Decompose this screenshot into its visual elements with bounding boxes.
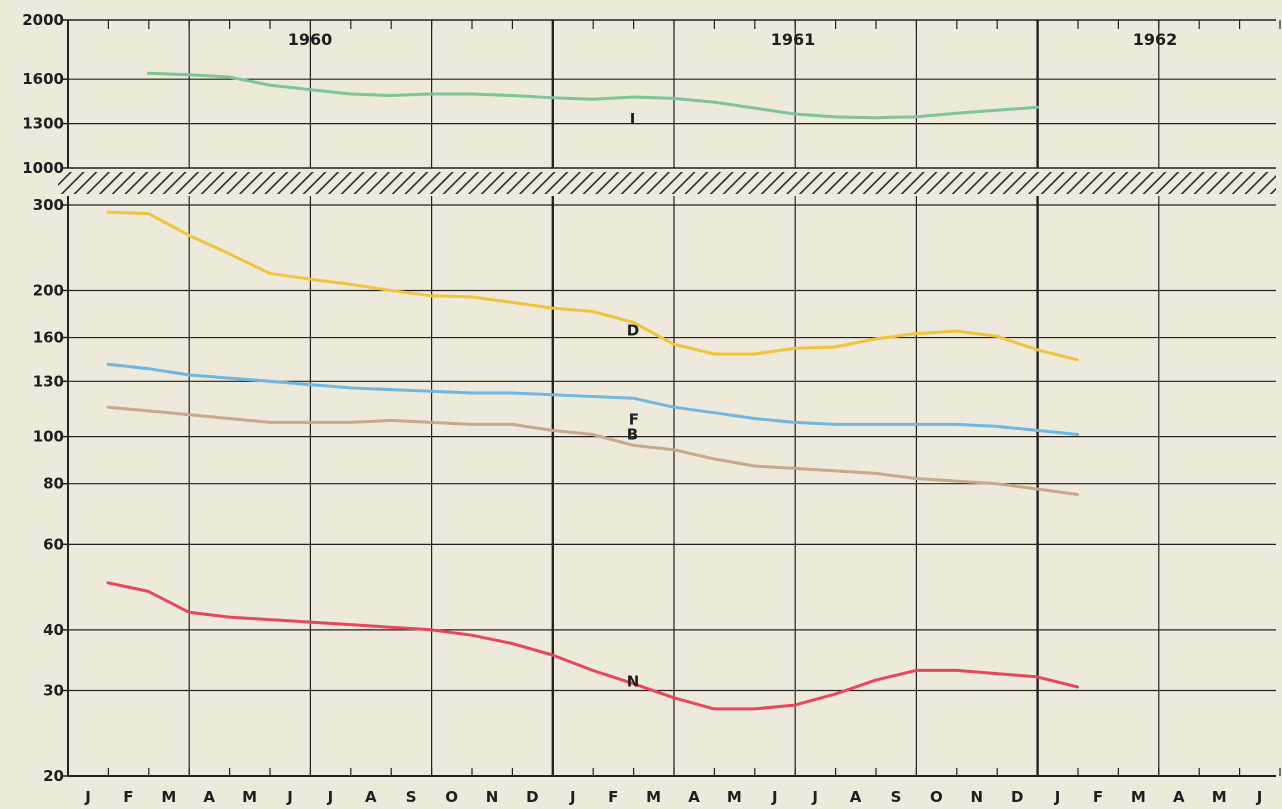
lower-y-tick-label: 200 (33, 281, 64, 299)
month-tick-label: J (569, 788, 576, 806)
series-label-b: B (627, 426, 638, 444)
upper-y-tick-label: 1000 (22, 159, 64, 177)
month-tick-label: A (850, 788, 862, 806)
month-tick-label: J (1054, 788, 1061, 806)
series-line-i (146, 71, 1039, 120)
series-line-f (106, 362, 1080, 436)
month-tick-label: S (891, 788, 902, 806)
year-label: 1962 (1133, 30, 1178, 49)
month-tick-label: M (161, 788, 176, 806)
upper-y-tick-label: 2000 (22, 11, 64, 29)
series-lines (106, 71, 1080, 711)
lower-y-tick-label: 300 (33, 196, 64, 214)
month-tick-label: O (445, 788, 458, 806)
labels: 2000 1600 1300 1000 300 200 160 130 100 80 60 40 30 2… (22, 11, 1262, 806)
lower-y-tick-label: 40 (43, 621, 64, 639)
lower-y-tick-label: 20 (43, 767, 64, 785)
month-tick-label: D (526, 788, 538, 806)
month-tick-label: S (406, 788, 417, 806)
year-label: 1960 (288, 30, 333, 49)
grid (58, 19, 1281, 777)
lower-y-tick-label: 80 (43, 475, 64, 493)
month-tick-label: O (930, 788, 943, 806)
series-line-d (106, 210, 1080, 362)
month-tick-label: J (811, 788, 818, 806)
series-line-n (106, 581, 1080, 711)
month-tick-label: J (327, 788, 334, 806)
series-label-n: N (627, 672, 640, 690)
month-tick-label: N (971, 788, 984, 806)
month-tick-label: D (1011, 788, 1023, 806)
month-tick-label: A (1173, 788, 1185, 806)
month-tick-label: A (365, 788, 377, 806)
month-tick-label: F (608, 788, 618, 806)
year-label: 1961 (771, 30, 816, 49)
month-tick-label: N (486, 788, 499, 806)
lower-y-tick-label: 160 (33, 329, 64, 347)
series-label-f: F (629, 410, 639, 428)
series-label-i: I (630, 110, 636, 128)
month-tick-label: F (1093, 788, 1103, 806)
upper-y-tick-label: 1300 (22, 115, 64, 133)
lower-y-tick-label: 30 (43, 682, 64, 700)
upper-y-tick-label: 1600 (22, 70, 64, 88)
month-tick-label: J (1256, 788, 1263, 806)
month-tick-label: M (646, 788, 661, 806)
lower-y-tick-label: 100 (33, 428, 64, 446)
axis-break-band (68, 172, 1276, 194)
month-tick-label: J (84, 788, 91, 806)
series-line-b (106, 405, 1080, 496)
series-label-d: D (627, 322, 639, 340)
lower-y-tick-label: 60 (43, 535, 64, 553)
month-tick-label: M (242, 788, 257, 806)
month-tick-label: J (771, 788, 778, 806)
month-tick-label: M (727, 788, 742, 806)
month-tick-label: M (1131, 788, 1146, 806)
month-tick-label: A (688, 788, 700, 806)
month-tick-label: J (286, 788, 293, 806)
axis-break-band-left (58, 172, 68, 194)
month-tick-label: M (1212, 788, 1227, 806)
lower-y-tick-label: 130 (33, 372, 64, 390)
month-tick-label: A (203, 788, 215, 806)
month-tick-label: F (123, 788, 133, 806)
